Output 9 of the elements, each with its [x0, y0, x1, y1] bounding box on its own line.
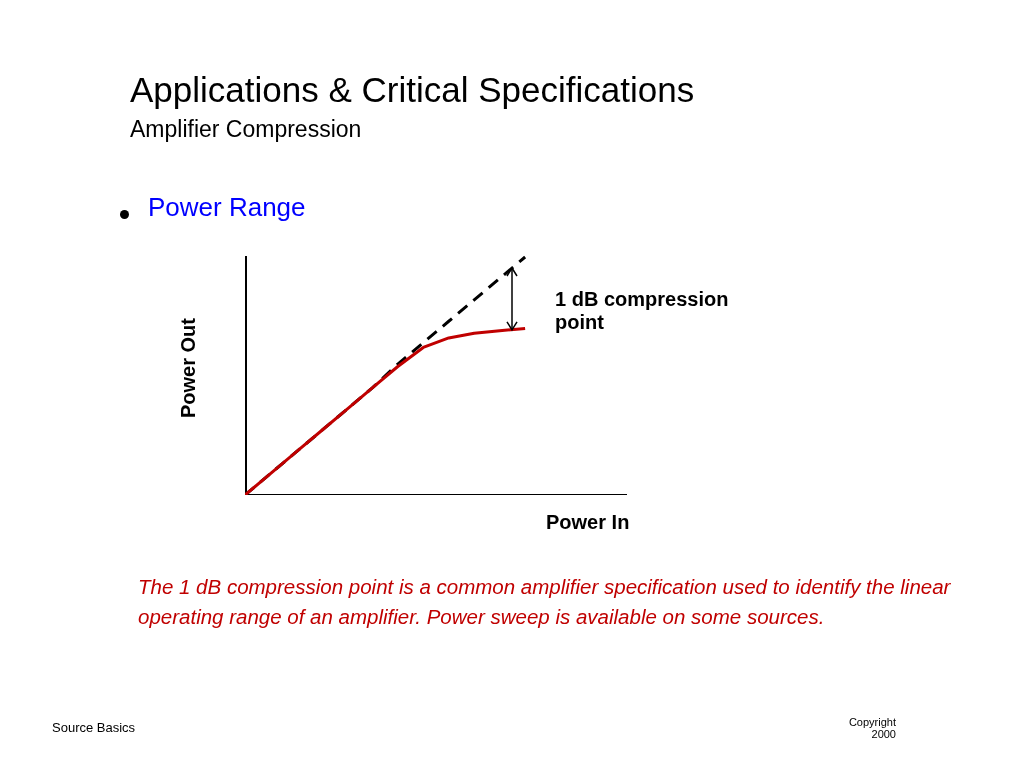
chart-title: Applications & Critical Specifications — [130, 70, 695, 110]
text: Power Range — [148, 192, 306, 223]
text: Copyright 2000 — [847, 716, 896, 740]
y-axis-title: Power Out — [176, 317, 200, 419]
text: The 1 dB compression point is a common amplifier specification used to identify the linear operating range of an amplifier. Power sweep is available on some sources. — [138, 574, 952, 630]
x-axis-title: Power In — [546, 511, 630, 534]
annotation: 1 dB compression point — [555, 288, 730, 334]
source-note: Source Basics — [52, 720, 136, 735]
chart-subtitle: Amplifier Compression — [130, 116, 362, 143]
